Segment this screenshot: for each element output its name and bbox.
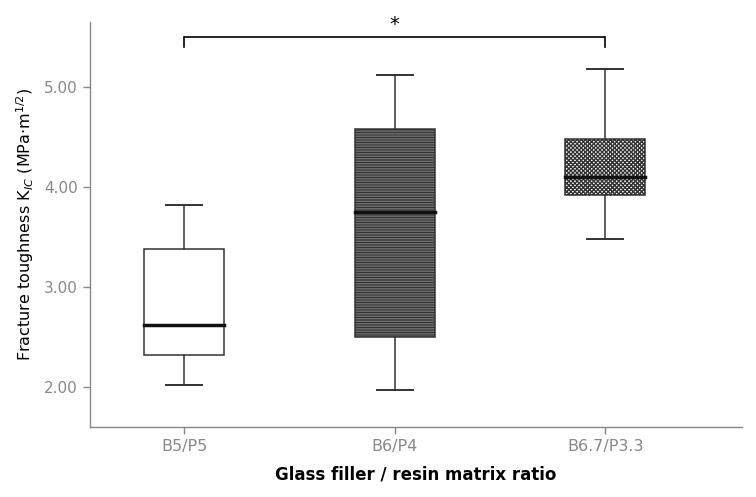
Y-axis label: Fracture toughness K$_{IC}$ (MPa·m$^{1/2}$): Fracture toughness K$_{IC}$ (MPa·m$^{1/2… — [14, 88, 36, 361]
X-axis label: Glass filler / resin matrix ratio: Glass filler / resin matrix ratio — [275, 465, 556, 483]
Bar — [144, 249, 225, 355]
Bar — [565, 139, 646, 195]
Text: *: * — [390, 14, 400, 34]
Bar — [355, 129, 435, 337]
